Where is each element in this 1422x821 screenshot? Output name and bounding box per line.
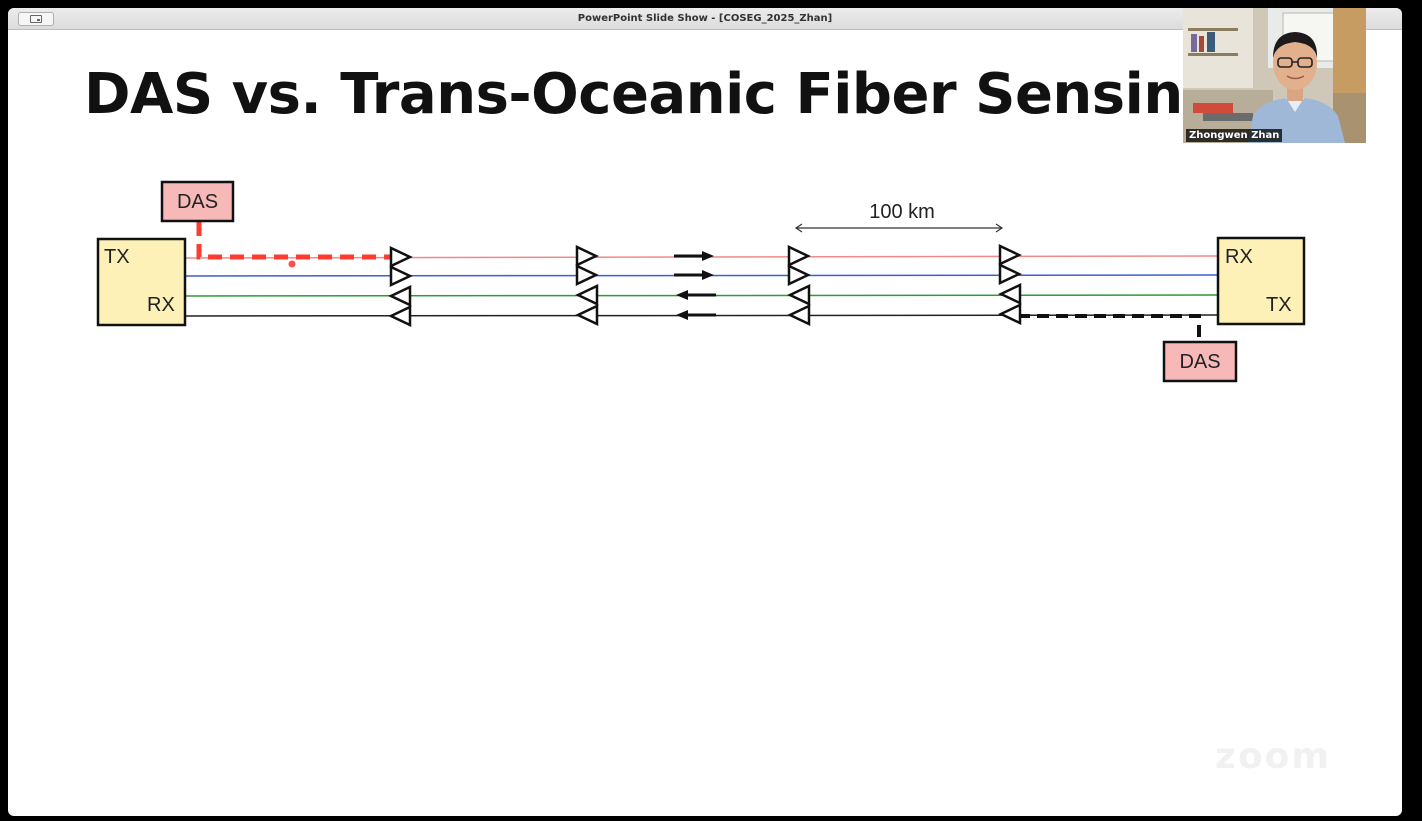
participant-video-tile[interactable]: Zhongwen Zhan	[1183, 8, 1366, 143]
right-terminal-tx-label: TX	[1266, 294, 1292, 316]
amplifier-icon-4b	[1000, 265, 1019, 283]
participant-video-frame	[1183, 8, 1366, 143]
span-dimension-arrow	[796, 224, 1002, 232]
das-left-label: DAS	[177, 191, 218, 213]
amplifier-icon-2b	[577, 266, 596, 284]
das-left-connection	[199, 222, 392, 257]
amplifier-icon-1a	[391, 248, 410, 266]
participant-name-label: Zhongwen Zhan	[1186, 129, 1282, 142]
direction-arrow-right-2	[674, 270, 714, 280]
amplifier-icon-4a	[1000, 246, 1019, 264]
right-terminal-rx-label: RX	[1225, 246, 1253, 268]
amplifier-icon-2d	[578, 306, 597, 324]
das-right-connection	[1018, 316, 1199, 342]
direction-arrow-right-1	[674, 251, 714, 261]
direction-arrow-left-2	[676, 310, 716, 320]
amplifier-icon-4c	[1001, 285, 1020, 303]
direction-arrow-left-1	[676, 290, 716, 300]
laser-pointer-icon	[289, 261, 296, 268]
amplifier-icon-3d	[790, 306, 809, 324]
zoom-watermark: zoom	[1215, 736, 1331, 777]
left-terminal-rx-label: RX	[147, 294, 175, 316]
amplifier-icon-2a	[577, 247, 596, 265]
amplifier-icon-1b	[391, 267, 410, 285]
span-length-label: 100 km	[869, 201, 935, 223]
amplifier-icon-2c	[578, 286, 597, 304]
amplifier-icon-1c	[391, 287, 410, 305]
amplifier-icon-1d	[391, 307, 410, 325]
left-terminal-tx-label: TX	[104, 246, 130, 268]
amplifier-icon-4d	[1001, 305, 1020, 323]
amplifier-icon-3a	[789, 247, 808, 265]
amplifier-icon-3c	[790, 286, 809, 304]
das-right-label: DAS	[1179, 351, 1220, 373]
amplifier-icon-3b	[789, 266, 808, 284]
